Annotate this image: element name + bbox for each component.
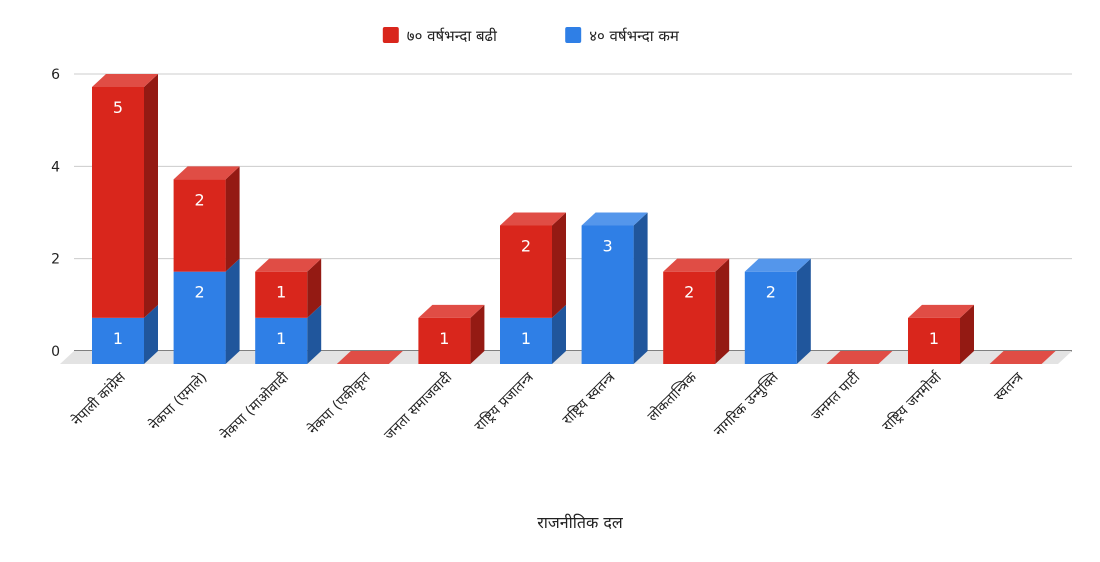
bar-top <box>173 166 240 180</box>
y-tick-label: 4 <box>51 159 60 175</box>
bar-stack <box>989 351 1056 364</box>
bar-segment <box>418 317 471 364</box>
data-label: 1 <box>113 329 123 348</box>
bar-top <box>255 258 322 272</box>
bar-segment <box>744 271 797 364</box>
data-label: 2 <box>521 237 531 256</box>
x-tick-label: नेकपा (एमाले) <box>146 369 211 434</box>
bar-top <box>908 304 974 318</box>
data-label: 1 <box>276 283 286 302</box>
bar-segment <box>92 317 144 364</box>
y-axis: 0 2 4 6 <box>51 67 60 360</box>
data-label: 5 <box>113 98 123 117</box>
bar-top <box>826 351 893 364</box>
bar-side <box>960 304 974 364</box>
x-tick-label: जनमत पार्टी <box>808 368 864 424</box>
x-tick-label: लोकतान्त्रिक <box>644 369 700 425</box>
bar-segment <box>581 225 634 364</box>
data-label: 1 <box>276 329 286 348</box>
bar-stack: 1 <box>418 304 485 364</box>
bar-segment <box>255 317 308 364</box>
bar-side <box>144 304 158 364</box>
bar-segment <box>255 271 308 318</box>
bar-top <box>418 304 485 318</box>
bar-stack: 3 <box>581 212 648 364</box>
bar-segment <box>173 179 226 272</box>
bar-side <box>307 304 322 364</box>
bar-side <box>552 304 566 364</box>
bar-side <box>796 258 811 364</box>
data-label: 1 <box>521 329 531 348</box>
bar-stack: 22 <box>173 166 240 364</box>
x-tick-label: राष्ट्रिय स्वतन्त्र <box>559 369 619 429</box>
bar-segment <box>500 225 552 318</box>
x-tick-label: नेकपा (एकीकृत <box>304 368 374 438</box>
x-tick-label: नेपाली कांग्रेस <box>68 368 129 429</box>
x-tick-label: स्वतन्त्र <box>991 369 1026 404</box>
bar-stack: 2 <box>663 258 730 364</box>
bar-top <box>989 351 1056 364</box>
bar-segment <box>908 317 960 364</box>
y-tick-label: 0 <box>51 344 60 360</box>
legend-swatch <box>565 27 582 43</box>
bar-top <box>663 258 730 272</box>
bar-top <box>581 212 648 226</box>
bar-side <box>144 74 158 318</box>
bar-side <box>470 304 485 364</box>
x-tick-label: राष्ट्रिय जनमोर्चा <box>879 368 946 435</box>
x-tick-label: नेकपा (माओवादी <box>217 369 292 444</box>
legend-label: ४० वर्षभन्दा कम <box>589 27 680 45</box>
bar-side <box>225 258 240 364</box>
bar-stack: 11 <box>255 258 322 364</box>
bar-stack <box>336 351 403 364</box>
bar-stack <box>826 351 893 364</box>
data-label: 3 <box>603 237 613 256</box>
legend-item: ७० वर्षभन्दा बढी <box>382 27 498 45</box>
data-label: 1 <box>929 329 939 348</box>
bar-top <box>92 74 158 87</box>
bar-side <box>225 166 240 272</box>
x-tick-label: जनता समाजवादी <box>381 369 456 444</box>
x-axis-title: राजनीतिक दल <box>537 513 624 532</box>
bar-side <box>552 212 566 318</box>
x-tick-label: राष्ट्रिय प्रजातन्त्र <box>471 369 537 435</box>
data-label: 2 <box>195 283 205 302</box>
bar-segment <box>92 87 144 318</box>
bar-side <box>633 212 648 364</box>
data-label: 2 <box>195 190 205 209</box>
bar-stack: 15 <box>92 74 158 364</box>
y-tick-label: 6 <box>51 67 60 83</box>
bar-stack: 1 <box>908 304 974 364</box>
data-label: 2 <box>766 283 776 302</box>
bar-top <box>500 212 566 226</box>
legend-swatch <box>382 27 399 43</box>
legend-label: ७० वर्षभन्दा बढी <box>407 27 498 45</box>
bar-top <box>744 258 811 272</box>
x-axis: नेपाली कांग्रेस नेकपा (एमाले) नेकपा (माओवा… <box>68 368 1026 444</box>
x-tick-label: नागरिक उन्मुक्ति <box>711 368 783 440</box>
bar-stack: 2 <box>744 258 811 364</box>
bar-top <box>336 351 403 364</box>
bar-segment <box>663 271 716 364</box>
data-label: 1 <box>439 329 449 348</box>
y-tick-label: 2 <box>51 252 60 268</box>
bar-side <box>715 258 730 364</box>
data-label: 2 <box>684 283 694 302</box>
legend-item: ४० वर्षभन्दा कम <box>565 27 680 45</box>
bar-side <box>307 258 322 318</box>
bar-stack: 12 <box>500 212 566 364</box>
bar-segment <box>500 317 552 364</box>
legend: ७० वर्षभन्दा बढी ४० वर्षभन्दा कम <box>382 27 680 45</box>
bar-segment <box>173 271 226 364</box>
